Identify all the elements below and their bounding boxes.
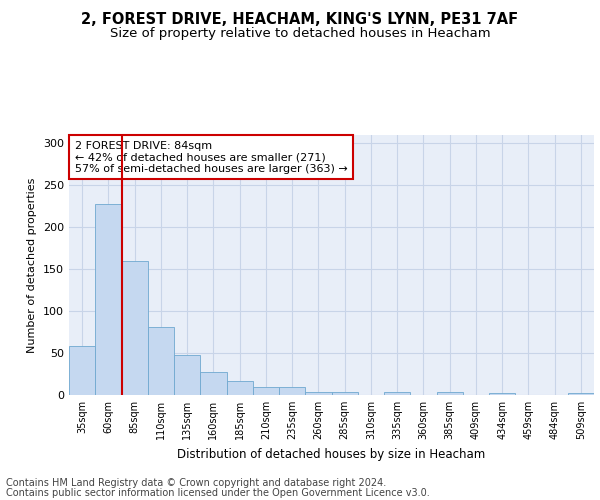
Bar (253, 386, 279, 395)
Bar (437, 392, 463, 395)
Y-axis label: Number of detached properties: Number of detached properties (28, 178, 37, 352)
Bar (148, 327, 174, 395)
Bar (121, 261, 148, 395)
Bar (95, 204, 121, 395)
Bar (568, 394, 594, 395)
Bar (174, 354, 200, 395)
Text: Contains public sector information licensed under the Open Government Licence v3: Contains public sector information licen… (6, 488, 430, 498)
Bar (489, 394, 515, 395)
Text: Size of property relative to detached houses in Heacham: Size of property relative to detached ho… (110, 28, 490, 40)
Bar (305, 392, 331, 395)
Bar (331, 392, 358, 395)
Text: Contains HM Land Registry data © Crown copyright and database right 2024.: Contains HM Land Registry data © Crown c… (6, 478, 386, 488)
Bar (200, 372, 227, 395)
X-axis label: Distribution of detached houses by size in Heacham: Distribution of detached houses by size … (178, 448, 485, 460)
Text: 2, FOREST DRIVE, HEACHAM, KING'S LYNN, PE31 7AF: 2, FOREST DRIVE, HEACHAM, KING'S LYNN, P… (82, 12, 518, 28)
Bar (69, 346, 95, 395)
Bar (384, 392, 410, 395)
Text: 2 FOREST DRIVE: 84sqm
← 42% of detached houses are smaller (271)
57% of semi-det: 2 FOREST DRIVE: 84sqm ← 42% of detached … (74, 140, 347, 174)
Bar (227, 380, 253, 395)
Bar (279, 388, 305, 395)
